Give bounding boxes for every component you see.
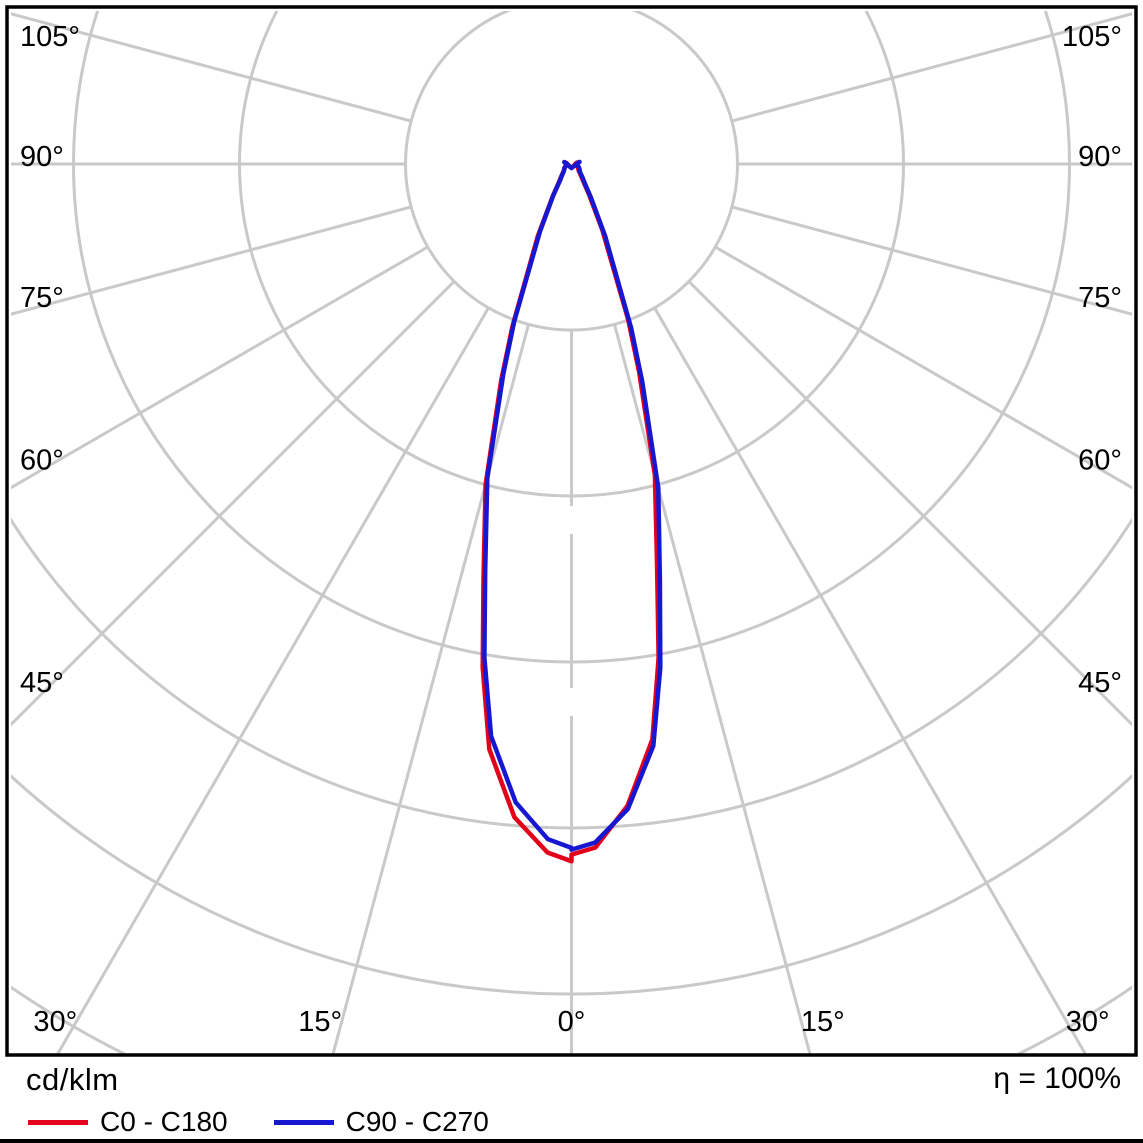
grid-radial-line [11, 205, 412, 316]
angle-tick-label: 105° [20, 21, 80, 53]
efficiency-value: η = 100% [993, 1062, 1121, 1095]
angle-tick-label: 60° [20, 445, 64, 477]
curve-c90-c270 [482, 159, 663, 852]
legend-area: cd/klm η = 100% C0 - C180 C90 - C270 [0, 1060, 1143, 1143]
legend-label-c90: C90 - C270 [345, 1106, 489, 1137]
grid-radial-line [55, 307, 490, 1054]
grid-radial-line [731, 205, 1132, 316]
angle-tick-label: 90° [20, 141, 64, 173]
angle-labels: 0° 15° 15° 30° 30° 45° 45° 60° 60° 75° 75° 90° 90° 10… [20, 21, 1122, 1038]
angle-tick-label: 30° [33, 1006, 77, 1038]
angle-tick-label: 0° [558, 1006, 586, 1038]
grid-radial-line [11, 280, 456, 727]
grid-radial-line [11, 12, 412, 123]
angle-tick-label: 90° [1078, 141, 1122, 173]
polar-grid [11, 11, 1132, 1054]
grid-radial-line [714, 245, 1132, 490]
legend-label-c0: C0 - C180 [100, 1106, 228, 1137]
bottom-border-line [0, 1139, 1143, 1143]
grid-radial-line [731, 12, 1132, 123]
grid-radial-line [11, 245, 429, 490]
angle-tick-label: 45° [1078, 667, 1122, 699]
angle-tick-label: 105° [1062, 21, 1122, 53]
unit-label: cd/klm [26, 1062, 119, 1097]
angle-tick-label: 45° [20, 667, 64, 699]
footer-header-row: cd/klm η = 100% [26, 1062, 1121, 1098]
angle-tick-label: 15° [801, 1006, 845, 1038]
grid-radial-line [687, 280, 1132, 727]
legend-swatch-c0 [28, 1119, 88, 1125]
angle-tick-label: 30° [1066, 1006, 1110, 1038]
angle-tick-label: 75° [1078, 282, 1122, 314]
angle-tick-label: 75° [20, 282, 64, 314]
legend-row: C0 - C180 C90 - C270 [28, 1106, 489, 1138]
legend-swatch-c90 [273, 1119, 334, 1125]
plot-border [5, 5, 1138, 1057]
scale-label-gap [549, 506, 594, 534]
scale-label-gap [549, 688, 594, 716]
polar-plot-canvas: 0° 15° 15° 30° 30° 45° 45° 60° 60° 75° 75° 90° 90° 10… [5, 5, 1138, 1057]
angle-tick-label: 15° [298, 1006, 342, 1038]
grid-radial-line [331, 323, 530, 1054]
grid-radial-line [653, 307, 1088, 1054]
angle-tick-label: 60° [1078, 445, 1122, 477]
grid-radial-line [613, 323, 812, 1054]
